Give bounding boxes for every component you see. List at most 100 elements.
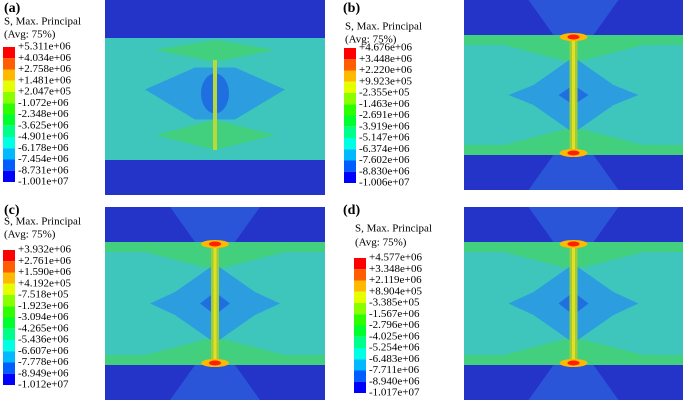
contour-region <box>170 207 260 242</box>
legend-value: -2.796e+06 <box>369 319 420 331</box>
panel-label: (a) <box>4 1 21 16</box>
legend-swatch <box>354 381 366 393</box>
legend-swatch <box>344 104 356 116</box>
legend-value: +3.932e+06 <box>18 244 72 256</box>
legend-swatch <box>3 170 15 182</box>
legend-value: +2.758e+06 <box>18 63 72 75</box>
stress-hotspot <box>209 360 221 366</box>
legend-value: -2.355e+05 <box>359 87 410 99</box>
legend-value: -1.012e+07 <box>18 379 69 391</box>
legend-value: -4.265e+06 <box>18 322 69 334</box>
legend-value: -3.625e+06 <box>18 119 69 131</box>
legend-value: +1.481e+06 <box>18 74 72 86</box>
stress-hotspot <box>567 241 580 247</box>
legend-swatch <box>354 370 366 382</box>
legend-swatch <box>3 58 15 70</box>
crack <box>572 35 575 155</box>
legend-title: S, Max. Principal <box>355 223 432 235</box>
stress-hotspot <box>567 150 580 156</box>
legend-swatch <box>3 69 15 81</box>
contour-region <box>105 0 325 38</box>
legend-value: +8.904e+05 <box>369 285 423 297</box>
legend-swatch <box>3 373 15 385</box>
legend-swatch <box>344 149 356 161</box>
legend-swatch <box>354 280 366 292</box>
legend-swatch <box>3 137 15 149</box>
legend-value: -2.691e+06 <box>359 109 410 121</box>
legend-swatch <box>354 258 366 270</box>
legend-value: -1.001e+07 <box>18 176 69 188</box>
legend-swatch <box>3 351 15 363</box>
legend-swatch <box>354 269 366 281</box>
legend-swatch <box>354 359 366 371</box>
legend-swatch <box>3 250 15 262</box>
legend-value: -5.436e+06 <box>18 334 69 346</box>
legend-value: -3.385e+05 <box>369 297 420 309</box>
legend-value: -6.178e+06 <box>18 142 69 154</box>
legend-value: -1.567e+06 <box>369 308 420 320</box>
legend-value: -1.923e+06 <box>18 300 69 312</box>
legend-value: +3.448e+06 <box>359 53 413 65</box>
legend-swatch <box>354 348 366 360</box>
panel: (c)S, Max. Principal(Avg: 75%) +3.932e+06… <box>3 203 325 400</box>
legend-swatch <box>344 115 356 127</box>
contour-region <box>528 155 619 190</box>
panel-label: (c) <box>4 203 20 218</box>
legend-value: -5.147e+06 <box>359 132 410 144</box>
legend-swatch <box>3 125 15 137</box>
legend-swatch <box>3 47 15 59</box>
panel: (a)S, Max. Principal(Avg: 75%)+5.311e+06… <box>3 0 325 195</box>
legend-swatch <box>344 48 356 60</box>
legend-swatch <box>344 70 356 82</box>
legend-value: -3.919e+06 <box>359 120 410 132</box>
legend-value: -8.830e+06 <box>359 165 410 177</box>
contour-plot <box>105 207 325 400</box>
legend-swatch <box>3 114 15 126</box>
legend-value: +5.311e+06 <box>18 41 71 53</box>
legend-swatch <box>354 314 366 326</box>
legend-value: +2.220e+06 <box>359 64 413 76</box>
legend-swatch <box>3 340 15 352</box>
legend-value: -8.949e+06 <box>18 367 69 379</box>
legend-swatch <box>344 171 356 183</box>
legend-value: -7.454e+06 <box>18 153 69 165</box>
legend-value: +4.034e+06 <box>18 52 72 64</box>
legend-value: +4.577e+06 <box>369 252 423 264</box>
legend-value: -7.778e+06 <box>18 356 69 368</box>
legend-value: +2.119e+06 <box>369 274 422 286</box>
legend-title: S, Max. Principal <box>4 16 81 28</box>
legend-value: -1.463e+06 <box>359 98 410 110</box>
legend-value: -6.607e+06 <box>18 345 69 357</box>
legend-value: +2.047e+05 <box>18 86 72 98</box>
legend-swatch <box>344 138 356 150</box>
legend-swatch <box>3 103 15 115</box>
legend-value: -2.348e+06 <box>18 108 69 120</box>
panel-label: (d) <box>343 203 360 218</box>
panel-label: (b) <box>343 1 360 16</box>
legend-swatch <box>3 295 15 307</box>
legend-subtitle: (Avg: 75%) <box>4 229 56 241</box>
contour-plot <box>464 0 683 190</box>
legend-subtitle: (Avg: 75%) <box>345 34 397 46</box>
panel: (d) S, Max. Principal (Avg: 75%) +4.577e+06… <box>343 203 683 400</box>
legend-value: -7.518e+05 <box>18 289 69 301</box>
contour-plot <box>464 207 683 400</box>
legend-swatch <box>3 80 15 92</box>
legend-value: +1.590e+06 <box>18 266 72 278</box>
contour-region <box>528 207 619 242</box>
crack <box>572 242 575 365</box>
legend-swatch <box>3 317 15 329</box>
legend-swatch <box>3 328 15 340</box>
legend-swatch <box>3 148 15 160</box>
stress-hotspot <box>567 360 580 366</box>
crack <box>213 60 217 150</box>
contour-plot <box>105 0 325 195</box>
legend-swatch <box>344 81 356 93</box>
contour-region <box>528 365 619 400</box>
contour-region <box>105 160 325 195</box>
legend-swatch <box>3 92 15 104</box>
legend-swatch <box>3 306 15 318</box>
legend-swatch <box>3 362 15 374</box>
legend-swatch <box>3 283 15 295</box>
